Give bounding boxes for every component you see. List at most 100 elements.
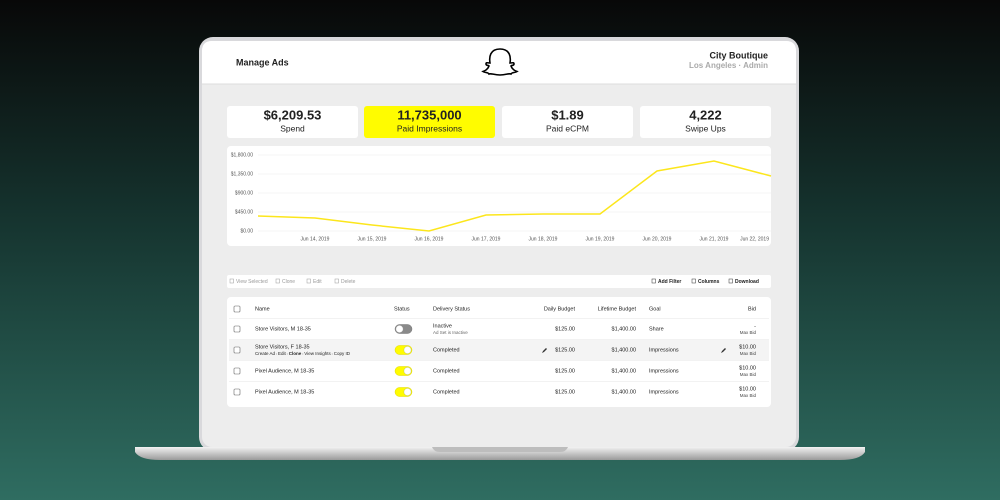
column-header: Status xyxy=(394,306,410,312)
bid: $10.00 xyxy=(739,365,756,371)
bid-note: Max Bid xyxy=(740,393,757,398)
row-name[interactable]: Store Visitors, F 18-35 xyxy=(255,344,310,350)
checkbox[interactable] xyxy=(233,325,241,333)
delivery-status: Completed xyxy=(433,368,460,374)
row-name[interactable]: Pixel Audience, M 18-35 xyxy=(255,368,314,374)
row-action[interactable]: View Insights xyxy=(304,351,331,356)
lifetime-budget: $1,400.00 xyxy=(612,389,636,395)
metric-label: Paid eCPM xyxy=(546,123,589,133)
snap-logo[interactable] xyxy=(481,48,519,76)
delivery-status: Completed xyxy=(433,347,460,353)
tool-icon xyxy=(306,278,311,284)
row-action[interactable]: Copy ID xyxy=(334,351,351,356)
delivery-status: Completed xyxy=(433,389,460,395)
x-tick-label: Jun 22, 2019 xyxy=(740,236,769,242)
y-tick-label: $1,800.00 xyxy=(231,152,253,158)
checkbox[interactable] xyxy=(233,388,241,396)
edit-icon[interactable] xyxy=(542,348,547,353)
toggle-knob xyxy=(395,325,404,333)
column-header: Lifetime Budget xyxy=(598,306,637,312)
metric-card[interactable] xyxy=(502,106,633,138)
x-tick-label: Jun 20, 2019 xyxy=(643,236,672,242)
separator-dot xyxy=(302,353,304,355)
x-tick-label: Jun 21, 2019 xyxy=(700,236,729,242)
x-tick-label: Jun 14, 2019 xyxy=(301,236,330,242)
x-tick-label: Jun 16, 2019 xyxy=(415,236,444,242)
row-action[interactable]: Create Ad xyxy=(255,351,276,356)
goal: Impressions xyxy=(649,347,679,353)
bid-note: Max Bid xyxy=(740,351,757,356)
daily-budget: $125.00 xyxy=(555,389,575,395)
metric-value: $1.89 xyxy=(551,107,584,122)
separator-dot xyxy=(331,353,333,355)
toolbar xyxy=(227,275,771,288)
x-tick-label: Jun 15, 2019 xyxy=(358,236,387,242)
lifetime-budget: $1,400.00 xyxy=(612,347,636,353)
tool-icon xyxy=(334,278,339,284)
column-header: Goal xyxy=(649,306,661,312)
toolbar-action[interactable]: View Selected xyxy=(236,279,268,285)
lifetime-budget: $1,400.00 xyxy=(612,326,636,332)
toolbar-action[interactable]: Clone xyxy=(282,279,295,285)
laptop-base xyxy=(135,447,865,460)
page-title: Manage Ads xyxy=(236,57,289,67)
daily-budget: $125.00 xyxy=(555,347,575,353)
toolbar-action[interactable]: Columns xyxy=(698,279,720,285)
checkbox[interactable] xyxy=(233,346,241,354)
laptop-notch xyxy=(432,447,568,452)
x-tick-label: Jun 19, 2019 xyxy=(586,236,615,242)
tool-icon xyxy=(651,278,656,284)
bid: $10.00 xyxy=(739,386,756,392)
metric-label: Spend xyxy=(280,123,305,133)
column-header: Bid xyxy=(748,306,756,312)
toolbar-action[interactable]: Download xyxy=(735,279,759,285)
data-line xyxy=(257,160,772,232)
account-location: Los Angeles · Admin xyxy=(689,61,768,70)
metric-value: $6,209.53 xyxy=(264,107,322,122)
checkbox[interactable] xyxy=(233,305,241,313)
metric-value: 4,222 xyxy=(689,107,722,122)
row-action[interactable]: Clone xyxy=(289,351,302,356)
toggle-knob xyxy=(403,346,412,354)
lifetime-budget: $1,400.00 xyxy=(612,368,636,374)
column-header: Name xyxy=(255,306,270,312)
tool-icon xyxy=(229,278,234,284)
tool-icon xyxy=(275,278,280,284)
edit-icon[interactable] xyxy=(721,348,726,353)
goal: Impressions xyxy=(649,368,679,374)
column-header: Daily Budget xyxy=(544,306,576,312)
y-tick-label: $900.00 xyxy=(235,190,253,196)
goal: Share xyxy=(649,326,664,332)
metric-label: Swipe Ups xyxy=(685,123,726,133)
bid: - xyxy=(754,323,756,329)
toolbar-action[interactable]: Delete xyxy=(341,279,356,285)
chart-card xyxy=(227,146,771,246)
y-tick-label: $450.00 xyxy=(235,209,253,215)
separator-dot xyxy=(286,353,288,355)
row-action[interactable]: Edit xyxy=(278,351,287,356)
bid-note: Max Bid xyxy=(740,330,757,335)
metric-value: 11,735,000 xyxy=(397,107,461,122)
toolbar-action[interactable]: Edit xyxy=(313,279,322,285)
metric-card[interactable] xyxy=(227,106,358,138)
column-header: Delivery Status xyxy=(433,306,470,312)
delivery-status: Inactive xyxy=(433,323,452,329)
bid: $10.00 xyxy=(739,344,756,350)
row-highlight xyxy=(229,340,769,360)
row-name[interactable]: Pixel Audience, M 18-35 xyxy=(255,389,314,395)
delivery-note: Ad Set is Inactive xyxy=(433,330,468,335)
account-name[interactable]: City Boutique xyxy=(710,50,769,60)
toggle-knob xyxy=(403,367,412,375)
tool-icon xyxy=(691,278,696,284)
checkbox[interactable] xyxy=(233,367,241,375)
row-name[interactable]: Store Visitors, M 18-35 xyxy=(255,326,311,332)
metric-card[interactable] xyxy=(640,106,771,138)
toolbar-action[interactable]: Add Filter xyxy=(658,279,681,285)
daily-budget: $125.00 xyxy=(555,368,575,374)
y-tick-label: $1,350.00 xyxy=(231,171,253,177)
y-tick-label: $0.00 xyxy=(240,228,253,234)
goal: Impressions xyxy=(649,389,679,395)
metric-card[interactable] xyxy=(364,106,495,138)
